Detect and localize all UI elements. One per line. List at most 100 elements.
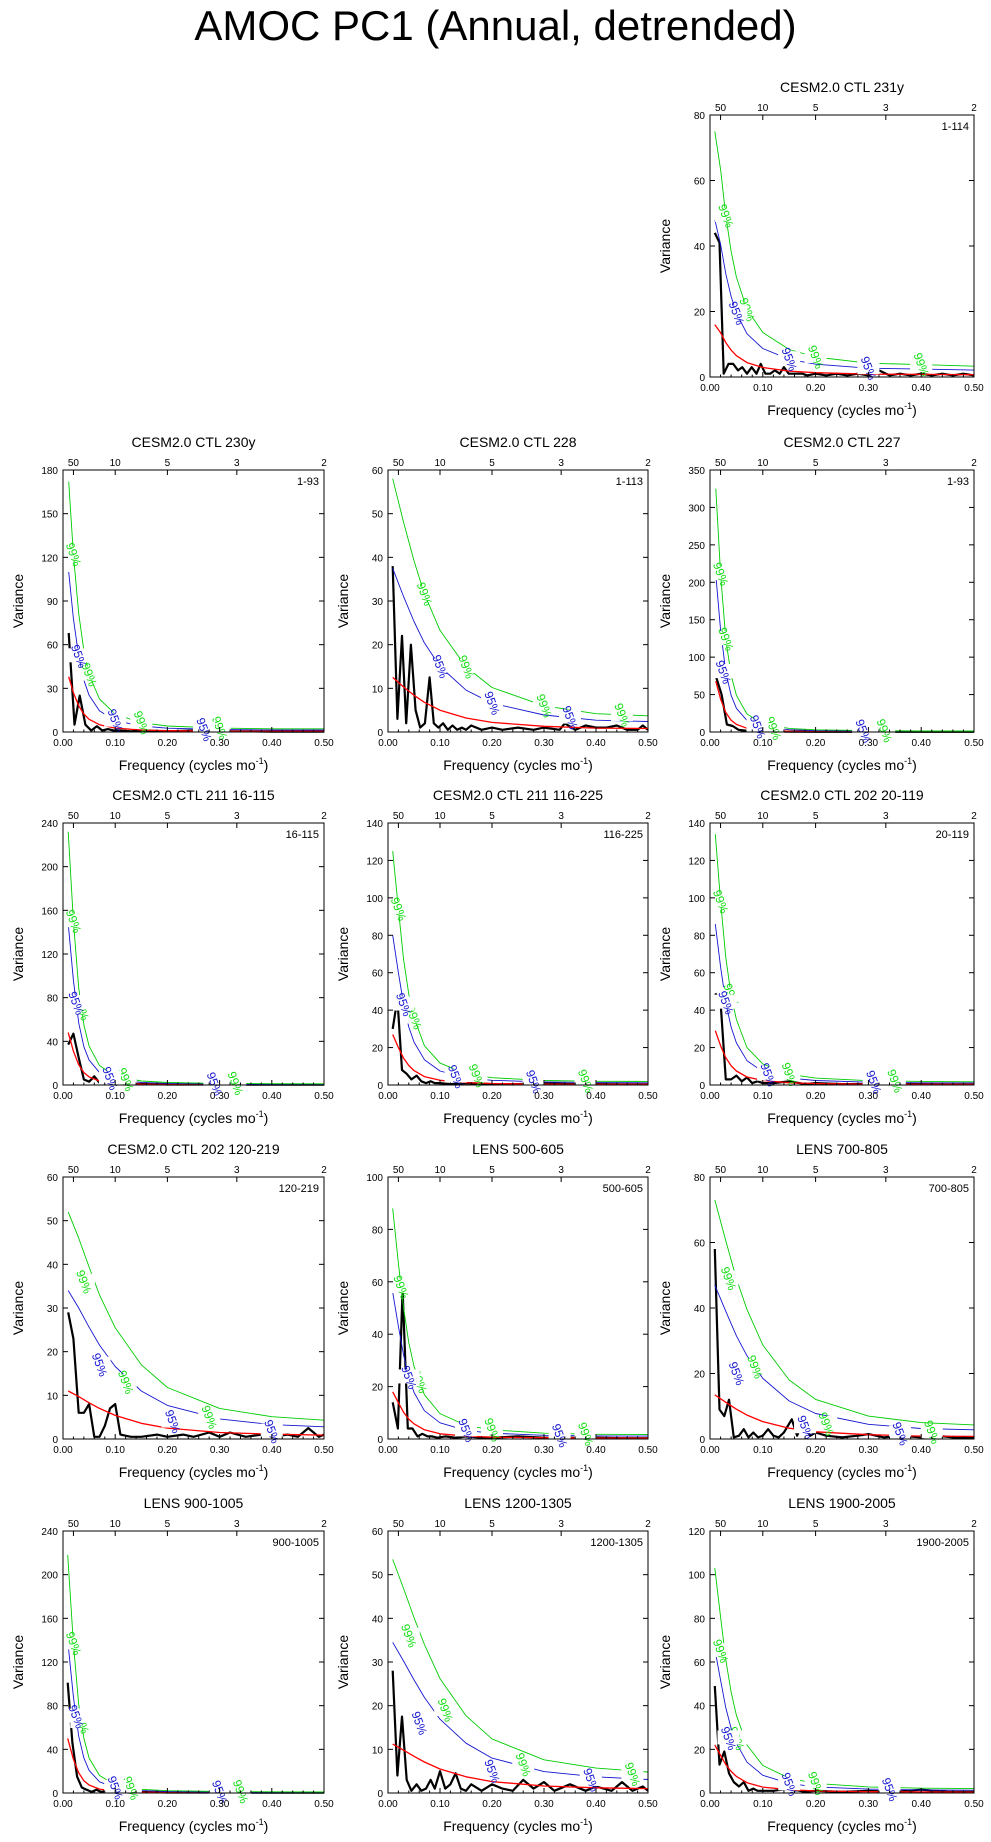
top-tick-label: 3 xyxy=(234,1519,240,1530)
y-tick-label: 30 xyxy=(372,597,384,608)
top-tick-label: 10 xyxy=(434,458,446,469)
line-label-mask xyxy=(104,1779,127,1794)
line-label-mask xyxy=(481,1421,503,1436)
x-axis-label: Frequency (cycles mo-1) xyxy=(443,1109,593,1126)
x-tick-label: 0.40 xyxy=(262,1445,282,1456)
top-tick-label: 5 xyxy=(165,1519,171,1530)
y-tick-label: 160 xyxy=(41,906,58,917)
x-tick-label: 0.40 xyxy=(911,738,931,749)
y-tick-label: 50 xyxy=(372,1571,384,1582)
x-tick-label: 0.20 xyxy=(482,1091,502,1102)
x-tick-label: 0.20 xyxy=(158,738,178,749)
line-label-mask xyxy=(88,1356,111,1371)
panel-title: CESM2.0 CTL 231y xyxy=(780,79,904,95)
top-tick-label: 50 xyxy=(715,458,727,469)
top-tick-label: 50 xyxy=(68,458,80,469)
x-tick-label: 0.00 xyxy=(700,1445,720,1456)
x-tick-label: 0.30 xyxy=(210,1091,230,1102)
line-label-mask xyxy=(815,1415,838,1430)
y-axis-label: Variance xyxy=(10,574,26,628)
x-tick-label: 0.30 xyxy=(859,738,879,749)
top-tick-label: 3 xyxy=(883,458,889,469)
top-tick-label: 2 xyxy=(321,1519,327,1530)
plot-frame xyxy=(62,1530,325,1794)
y-tick-label: 30 xyxy=(372,1658,384,1669)
x-tick-label: 0.50 xyxy=(314,1445,334,1456)
y-tick-label: 120 xyxy=(41,950,58,961)
top-tick-label: 2 xyxy=(971,1519,977,1530)
series-line-spectrum xyxy=(391,997,648,1086)
y-tick-label: 240 xyxy=(41,1527,58,1538)
spectrum-panel: 99%99%99%99%95%95%95%0.000.100.200.300.4… xyxy=(335,1141,658,1480)
x-tick-label: 0.10 xyxy=(753,1091,773,1102)
top-tick-label: 5 xyxy=(165,458,171,469)
y-tick-label: 180 xyxy=(41,466,58,477)
series-line-red-noise xyxy=(392,1034,648,1085)
y-tick-label: 0 xyxy=(699,1081,705,1092)
top-tick-label: 2 xyxy=(645,458,651,469)
y-tick-label: 40 xyxy=(694,1702,706,1713)
panel-title: CESM2.0 CTL 211 16-115 xyxy=(112,787,275,803)
y-tick-label: 80 xyxy=(694,111,706,122)
line-label-mask xyxy=(403,1009,425,1024)
series-line-99pct xyxy=(714,1199,975,1426)
line-label-mask xyxy=(714,207,737,222)
line-label-mask xyxy=(455,1422,477,1437)
x-tick-label: 0.00 xyxy=(378,738,398,749)
line-label-mask xyxy=(725,1365,748,1380)
x-tick-label: 0.00 xyxy=(378,1091,398,1102)
y-tick-label: 300 xyxy=(688,503,705,514)
line-label-mask xyxy=(198,1409,221,1424)
line-label-mask xyxy=(78,666,101,681)
top-tick-label: 50 xyxy=(68,1519,80,1530)
y-tick-label: 200 xyxy=(41,1571,58,1582)
y-tick-label: 50 xyxy=(47,1217,59,1228)
x-tick-label: 0.00 xyxy=(700,1799,720,1810)
y-tick-label: 80 xyxy=(372,1225,384,1236)
top-tick-label: 3 xyxy=(234,811,240,822)
x-tick-label: 0.50 xyxy=(638,1445,658,1456)
line-label-mask xyxy=(857,360,880,375)
x-tick-label: 0.50 xyxy=(314,738,334,749)
x-tick-label: 0.00 xyxy=(53,1445,73,1456)
y-tick-label: 0 xyxy=(377,1081,383,1092)
x-tick-label: 0.20 xyxy=(806,1799,826,1810)
line-label-mask xyxy=(434,1702,457,1717)
y-axis-label: Variance xyxy=(657,574,673,628)
series-line-95pct xyxy=(714,1648,975,1791)
y-tick-label: 40 xyxy=(372,1006,384,1017)
y-tick-label: 60 xyxy=(47,1173,59,1184)
x-tick-label: 0.10 xyxy=(105,738,125,749)
line-label-mask xyxy=(413,586,436,601)
line-label-mask xyxy=(778,1776,801,1791)
top-tick-label: 5 xyxy=(813,458,819,469)
y-tick-label: 10 xyxy=(47,1391,59,1402)
top-tick-label: 5 xyxy=(813,811,819,822)
y-tick-label: 60 xyxy=(694,1658,706,1669)
y-tick-label: 100 xyxy=(688,894,705,905)
plot-frame xyxy=(387,822,649,1086)
plot-frame xyxy=(62,469,325,733)
line-label-mask xyxy=(161,1413,184,1428)
y-tick-label: 0 xyxy=(52,1435,58,1446)
line-label-mask xyxy=(712,664,735,679)
x-axis-label: Frequency (cycles mo-1) xyxy=(443,1817,593,1834)
top-tick-label: 10 xyxy=(110,1165,122,1176)
line-label-mask xyxy=(579,1771,602,1786)
plot-frame xyxy=(709,1176,975,1440)
y-tick-label: 80 xyxy=(47,994,59,1005)
y-tick-label: 120 xyxy=(688,856,705,867)
line-label-mask xyxy=(611,706,633,721)
y-tick-label: 40 xyxy=(694,242,706,253)
top-tick-label: 50 xyxy=(715,811,727,822)
y-tick-label: 60 xyxy=(372,1527,384,1538)
series-line-95pct xyxy=(392,1292,649,1437)
y-tick-label: 0 xyxy=(52,1789,58,1800)
y-tick-label: 40 xyxy=(372,1330,384,1341)
series-line-99pct xyxy=(392,851,649,1082)
x-tick-label: 0.30 xyxy=(210,1799,230,1810)
panel-title: CESM2.0 CTL 202 20-119 xyxy=(760,787,924,803)
series-line-spectrum xyxy=(713,1248,974,1439)
line-label-mask xyxy=(390,1279,412,1294)
